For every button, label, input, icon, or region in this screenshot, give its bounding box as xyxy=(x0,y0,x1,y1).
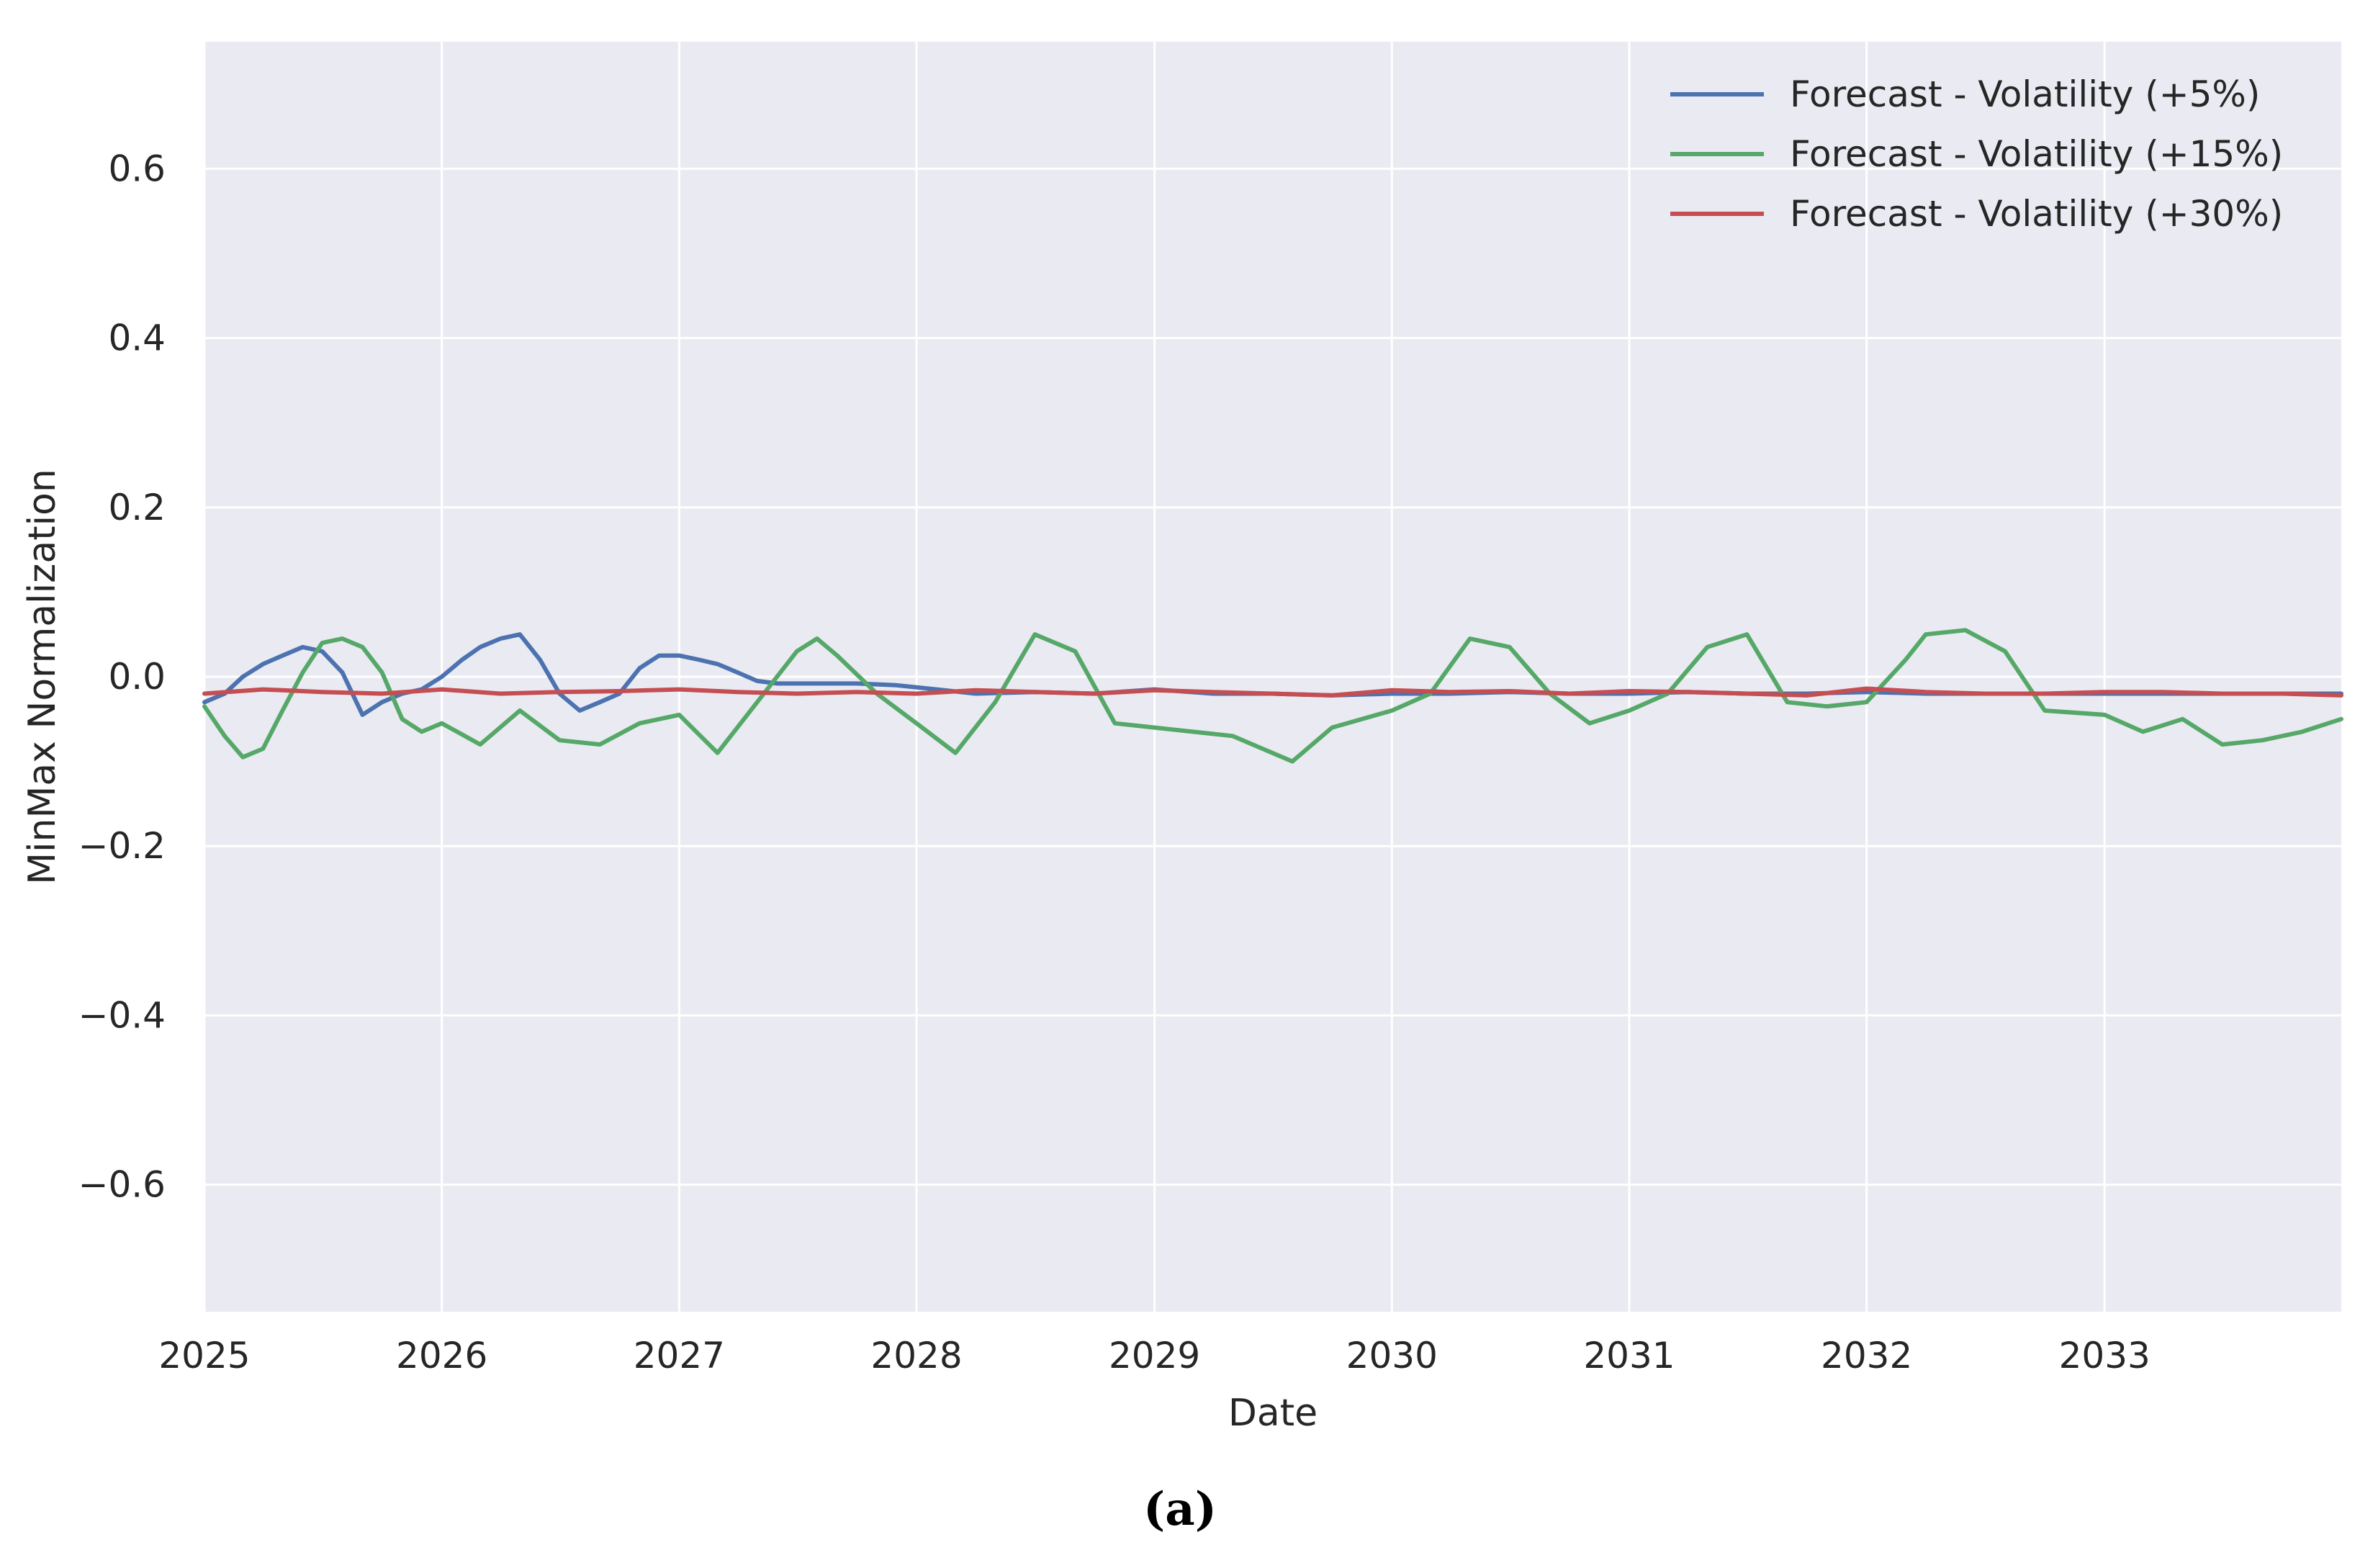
y-tick-label: 0.0 xyxy=(108,656,166,698)
series-line-3 xyxy=(202,686,2343,698)
series-line-2 xyxy=(202,628,2343,764)
grid-lines xyxy=(203,42,2341,1312)
x-tick-label: 2032 xyxy=(1821,1335,1912,1376)
x-tick-label: 2025 xyxy=(158,1335,250,1376)
legend-label: Forecast - Volatility (+15%) xyxy=(1790,133,2283,175)
legend-label: Forecast - Volatility (+5%) xyxy=(1790,73,2260,115)
y-tick-label: −0.2 xyxy=(78,825,166,867)
legend-label: Forecast - Volatility (+30%) xyxy=(1790,193,2283,235)
y-tick-label: 0.6 xyxy=(108,148,166,189)
x-tick-label: 2033 xyxy=(2059,1335,2150,1376)
y-tick-label: −0.6 xyxy=(78,1164,166,1206)
y-tick-label: −0.4 xyxy=(78,994,166,1036)
x-tick-label: 2027 xyxy=(634,1335,725,1376)
x-tick-label: 2031 xyxy=(1583,1335,1675,1376)
x-axis-title: Date xyxy=(1228,1392,1318,1435)
x-tick-label: 2026 xyxy=(396,1335,487,1376)
figure-caption: (a) xyxy=(1143,1482,1217,1536)
y-tick-label: 0.4 xyxy=(108,317,166,359)
x-tick-label: 2030 xyxy=(1346,1335,1438,1376)
y-axis-title: MinMax Normalization xyxy=(21,469,64,885)
series-lines xyxy=(202,628,2343,764)
y-tick-label: 0.2 xyxy=(108,487,166,528)
x-tick-label: 2028 xyxy=(870,1335,962,1376)
tick-labels: 2025 2026 2027 2028 2029 2030 2031 2032 2033 0.6 0… xyxy=(78,148,2150,1376)
legend: Forecast - Volatility (+5%) Forecast - Vo… xyxy=(1670,73,2283,235)
x-tick-label: 2029 xyxy=(1109,1335,1200,1376)
